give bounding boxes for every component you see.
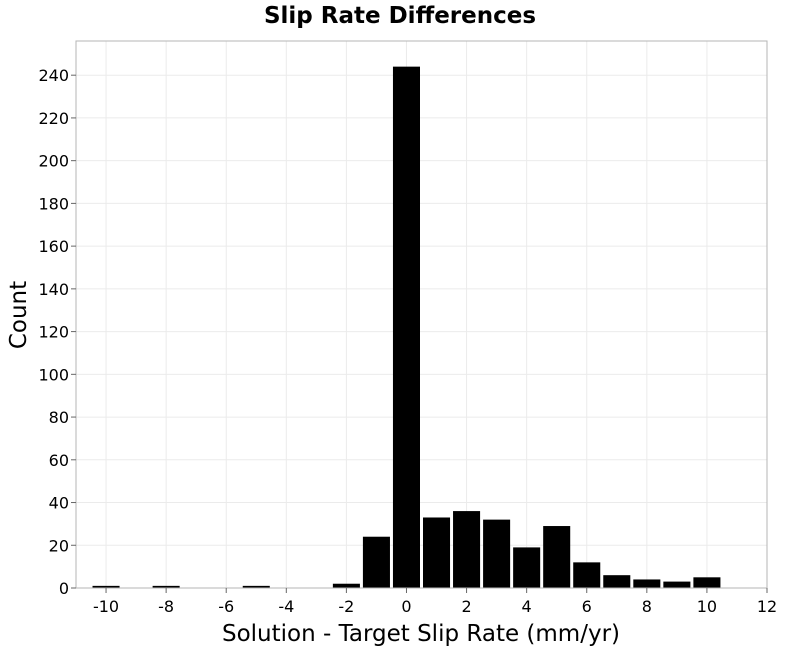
histogram-bar: [663, 581, 691, 588]
x-tick-label: 4: [522, 597, 532, 616]
y-axis-label: Count: [6, 281, 32, 349]
y-tick-label: 180: [38, 194, 69, 213]
chart-title: Slip Rate Differences: [264, 3, 536, 29]
histogram-bar: [392, 66, 420, 588]
x-tick-label: 6: [582, 597, 592, 616]
x-tick-label: -2: [338, 597, 354, 616]
y-tick-label: 200: [38, 152, 69, 171]
x-axis-ticks: -10 -8 -6 -4 -2 0 2 4 6 8 10 12: [93, 588, 777, 616]
y-axis-ticks: 0 20 40 60 80 100 120 140 160 180 200 220 240: [38, 66, 76, 598]
histogram-bar: [573, 562, 601, 588]
x-axis-label: Solution - Target Slip Rate (mm/yr): [222, 621, 620, 647]
y-tick-label: 140: [38, 280, 69, 299]
x-tick-label: 0: [401, 597, 411, 616]
histogram-bar: [693, 577, 721, 588]
x-tick-label: -8: [158, 597, 174, 616]
y-tick-label: 240: [38, 66, 69, 85]
y-tick-label: 120: [38, 323, 69, 342]
x-tick-label: -4: [278, 597, 294, 616]
y-tick-label: 20: [49, 536, 69, 555]
histogram-bar: [483, 519, 511, 588]
histogram-bar: [242, 585, 270, 588]
histogram-bar: [633, 579, 661, 588]
y-tick-label: 80: [49, 408, 69, 427]
histogram-bar: [92, 585, 120, 588]
histogram-bar: [362, 536, 390, 588]
histogram-bar: [543, 526, 571, 588]
x-tick-label: -10: [93, 597, 119, 616]
x-tick-label: 12: [757, 597, 777, 616]
x-tick-label: 8: [642, 597, 652, 616]
histogram-bar: [603, 575, 631, 588]
histogram-bar: [513, 547, 541, 588]
y-tick-label: 60: [49, 451, 69, 470]
y-tick-label: 100: [38, 365, 69, 384]
y-tick-label: 220: [38, 109, 69, 128]
y-tick-label: 40: [49, 494, 69, 513]
histogram-bar: [332, 583, 360, 588]
x-tick-label: 10: [697, 597, 717, 616]
histogram-bar: [152, 585, 180, 588]
grid-lines: [76, 41, 768, 589]
y-tick-label: 160: [38, 237, 69, 256]
histogram-bar: [423, 517, 451, 588]
x-tick-label: 2: [461, 597, 471, 616]
y-tick-label: 0: [59, 579, 69, 598]
plot-area-frame: [75, 40, 768, 589]
histogram-bar: [453, 511, 481, 588]
x-tick-label: -6: [218, 597, 234, 616]
bars: [92, 66, 721, 588]
